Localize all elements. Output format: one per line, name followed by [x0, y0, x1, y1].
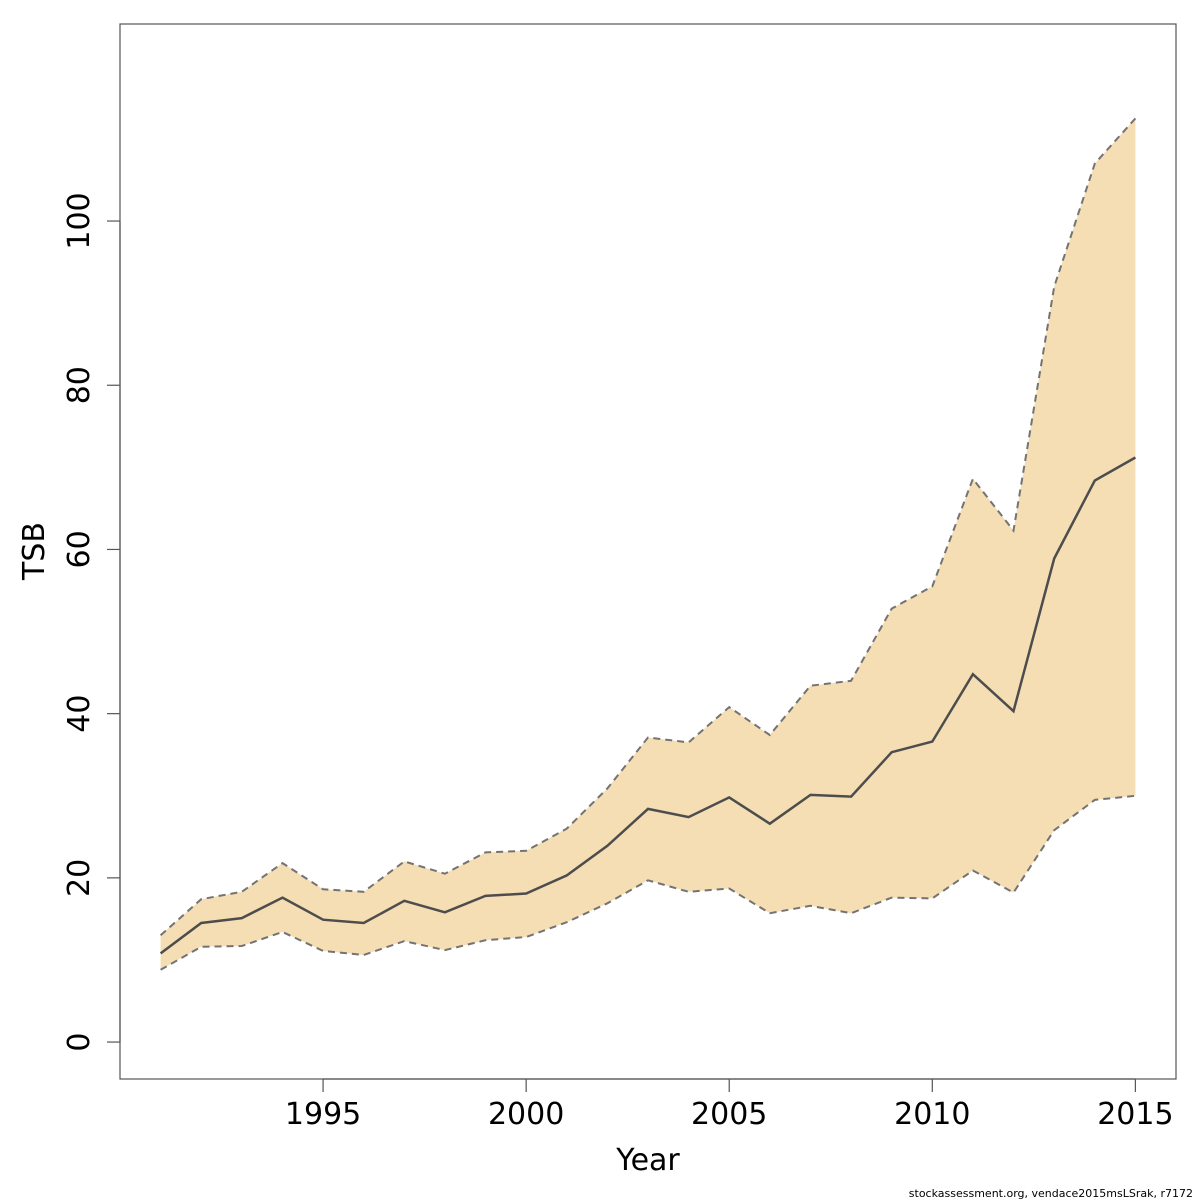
- x-tick-label: 1995: [285, 1097, 361, 1132]
- x-tick-label: 2015: [1097, 1097, 1173, 1132]
- y-tick-label: 100: [62, 192, 97, 249]
- confidence-band: [160, 118, 1136, 970]
- x-axis-title: Year: [615, 1143, 680, 1178]
- upper-bound-line: [159, 117, 1137, 937]
- credit-text: stockassessment.org, vendace2015msLSrak,…: [909, 1187, 1193, 1200]
- y-tick-label: 40: [62, 695, 97, 733]
- y-axis: 0 20 40 60 80 100: [62, 192, 121, 1052]
- y-tick-label: 0: [62, 1033, 97, 1052]
- x-tick-label: 2000: [488, 1097, 564, 1132]
- x-tick-label: 2005: [691, 1097, 767, 1132]
- x-axis: 1995 2000 2005 2010 2015: [285, 1078, 1174, 1132]
- x-tick-label: 2010: [894, 1097, 970, 1132]
- y-tick-label: 80: [62, 366, 97, 404]
- lower-bound-line: [160, 794, 1136, 971]
- y-axis-title: TSB: [17, 522, 52, 581]
- y-tick-label: 20: [62, 859, 97, 897]
- tsb-estimate-line: [159, 456, 1137, 955]
- y-tick-label: 60: [62, 530, 97, 568]
